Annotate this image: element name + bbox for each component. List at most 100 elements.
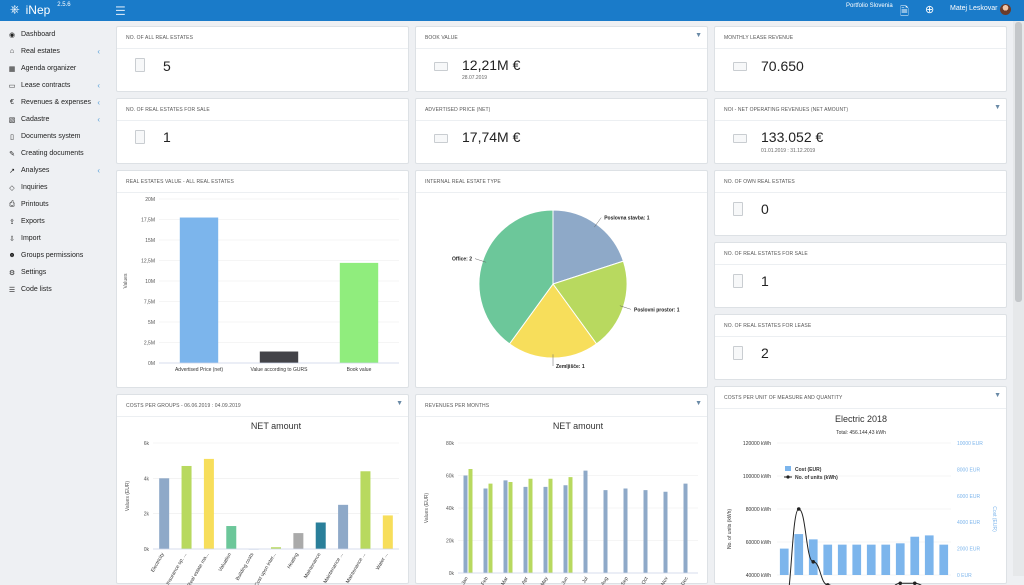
bar-jan xyxy=(468,469,473,573)
sidebar-item-revenues-expenses[interactable]: € Revenues & expenses ‹ xyxy=(0,94,110,111)
card-title: No. of real estates for sale xyxy=(126,107,210,113)
kpi-advertised-price: Advertised price (net) 17,74M € xyxy=(415,98,708,164)
kpi-monthly-lease: Monthly lease revenue 70.650 xyxy=(714,26,1007,92)
y-axis-label: No. of units (kWh) xyxy=(727,509,733,549)
chevron-left-icon: ‹ xyxy=(97,81,100,90)
app-logo[interactable]: ⎈ iNep 2.5.6 xyxy=(10,2,71,17)
card-title: No. of real estates for lease xyxy=(724,323,812,329)
sidebar-item-cadastre[interactable]: ▧ Cadastre ‹ xyxy=(0,111,110,128)
x-tick-label: Building costs xyxy=(235,552,256,582)
filter-icon[interactable]: ▼ xyxy=(994,392,1001,399)
y2-tick-label: 8000 EUR xyxy=(957,467,980,473)
legend-cost-swatch xyxy=(785,466,791,471)
kpi-date-range: 01.01.2019 : 31.12.2019 xyxy=(761,148,816,154)
kpi-for-sale-2: No. of real estates for sale 1 xyxy=(714,242,1007,308)
x-tick-label: Sep xyxy=(620,576,630,585)
y-tick-label: 120000 kWh xyxy=(743,441,771,447)
legend-cost-label: Cost (EUR) xyxy=(795,467,822,473)
dashboard-icon: ◉ xyxy=(8,31,16,39)
sidebar-item-label: Creating documents xyxy=(21,150,84,157)
sidebar-item-creating-documents[interactable]: ✎ Creating documents xyxy=(0,145,110,162)
scrollbar-thumb[interactable] xyxy=(1015,22,1022,302)
sidebar-item-label: Real estates xyxy=(21,48,60,55)
chart-card-costs-unit: Costs per unit of measure and quantity ▼… xyxy=(714,386,1007,585)
x-tick-label: Electricity xyxy=(150,552,166,574)
sidebar-item-agenda-organizer[interactable]: ▦ Agenda organizer xyxy=(0,60,110,77)
sidebar-item-inquiries[interactable]: ◇ Inquiries xyxy=(0,179,110,196)
card-title: No. of all real estates xyxy=(126,35,194,41)
sidebar-item-settings[interactable]: ⚙ Settings xyxy=(0,264,110,281)
y-tick-label: 0k xyxy=(144,547,150,553)
y-tick-label: 2k xyxy=(144,512,150,518)
bar-book-value xyxy=(339,262,379,363)
sidebar-item-groups-permissions[interactable]: ☻ Groups permissions xyxy=(0,247,110,264)
sidebar-item-import[interactable]: ⇩ Import xyxy=(0,230,110,247)
y-tick-label: 12,5M xyxy=(141,259,155,265)
building-icon xyxy=(135,58,145,72)
top-bar: ⎈ iNep 2.5.6 ☰ Portfolio Slovenia 🗎 ⊕ Mat… xyxy=(0,0,1024,21)
chart-card-costs-groups: Costs per groups - 06.06.2019 : 04.09.20… xyxy=(116,394,409,585)
menu-toggle-icon[interactable]: ☰ xyxy=(115,4,126,18)
chart-title: Electric 2018 xyxy=(835,414,887,424)
cost-bar xyxy=(866,544,876,575)
y2-tick-label: 4000 EUR xyxy=(957,520,980,526)
y-tick-label: 60000 kWh xyxy=(746,540,772,546)
sidebar-item-label: Agenda organizer xyxy=(21,65,77,72)
bar-jul xyxy=(583,470,588,573)
money-icon xyxy=(434,62,448,71)
sidebar-item-analyses[interactable]: ↗ Analyses ‹ xyxy=(0,162,110,179)
filter-icon[interactable]: ▼ xyxy=(396,400,403,407)
costs-groups-chart: NET amount 0k 2k 4k 6k Values (EUR) Electricit… xyxy=(125,421,399,585)
sidebar-item-real-estates[interactable]: ⌂ Real estates ‹ xyxy=(0,43,110,60)
sidebar-item-lease-contracts[interactable]: ▭ Lease contracts ‹ xyxy=(0,77,110,94)
card-title: No. of own real estates xyxy=(724,179,795,185)
cost-bar xyxy=(910,536,920,575)
cost-bar xyxy=(808,539,818,575)
support-icon[interactable]: ⊕ xyxy=(925,4,935,16)
kpi-value: 1 xyxy=(761,273,769,289)
y-tick-label: 80000 kWh xyxy=(746,507,772,513)
x-tick-label: Jul xyxy=(581,576,589,585)
real-estates-value-chart: 0M 2,5M 5M 7,5M 10M 12,5M 15M 17,5M 20M Values Adv… xyxy=(123,197,399,373)
bar-dec xyxy=(683,483,688,573)
y-tick-label: 17,5M xyxy=(141,218,155,224)
sidebar-item-documents-system[interactable]: ▯ Documents system xyxy=(0,128,110,145)
x-tick-label: Maintenance ... xyxy=(323,552,345,585)
units-point xyxy=(912,581,917,585)
chart-card-revenues: Revenues per months ▼ NET amount 0k 20k 40k… xyxy=(415,394,708,585)
x-tick-label: Aug xyxy=(600,576,610,585)
list-icon: ☰ xyxy=(8,286,16,294)
chevron-left-icon: ‹ xyxy=(97,98,100,107)
money-icon xyxy=(434,134,448,143)
filter-icon[interactable]: ▼ xyxy=(994,104,1001,111)
sidebar-item-dashboard[interactable]: ◉ Dashboard xyxy=(0,26,110,43)
y-tick-label: 0M xyxy=(148,361,155,367)
bar-feb xyxy=(488,483,493,573)
y-tick-label: 40k xyxy=(446,506,455,512)
legend-units-label: No. of units (kWh) xyxy=(795,475,838,481)
filter-icon[interactable]: ▼ xyxy=(695,32,702,39)
y-tick-label: 2,5M xyxy=(144,341,155,347)
bar-value-according-to-gurs xyxy=(259,351,299,363)
y-axis-label: Values (EUR) xyxy=(125,481,131,512)
x-tick-label: Book value xyxy=(347,367,372,373)
document-icon[interactable]: 🗎 xyxy=(900,6,909,18)
sidebar-item-printouts[interactable]: ⎙ Printouts xyxy=(0,196,110,213)
sidebar-item-exports[interactable]: ⇪ Exports xyxy=(0,213,110,230)
x-tick-label: Valuation xyxy=(218,552,234,573)
x-tick-label: Feb xyxy=(480,576,490,585)
x-tick-label: Water ... xyxy=(375,552,390,571)
sidebar-item-code-lists[interactable]: ☰ Code lists xyxy=(0,281,110,298)
y-tick-label: 6k xyxy=(144,441,150,447)
avatar[interactable] xyxy=(1000,4,1011,15)
x-tick-label: Advertised Price (net) xyxy=(175,367,223,373)
y-tick-label: 80k xyxy=(446,441,455,447)
filter-icon[interactable]: ▼ xyxy=(695,400,702,407)
card-title: Costs per unit of measure and quantity xyxy=(724,395,843,401)
cost-bar xyxy=(779,548,789,575)
card-title: Real estates value - all real estates xyxy=(126,179,234,185)
portfolio-selector[interactable]: Portfolio Slovenia xyxy=(846,3,893,9)
bar-advertised-price-net xyxy=(179,217,219,363)
user-name[interactable]: Matej Leskovar xyxy=(950,5,998,12)
x-tick-label: Nov xyxy=(660,576,670,585)
